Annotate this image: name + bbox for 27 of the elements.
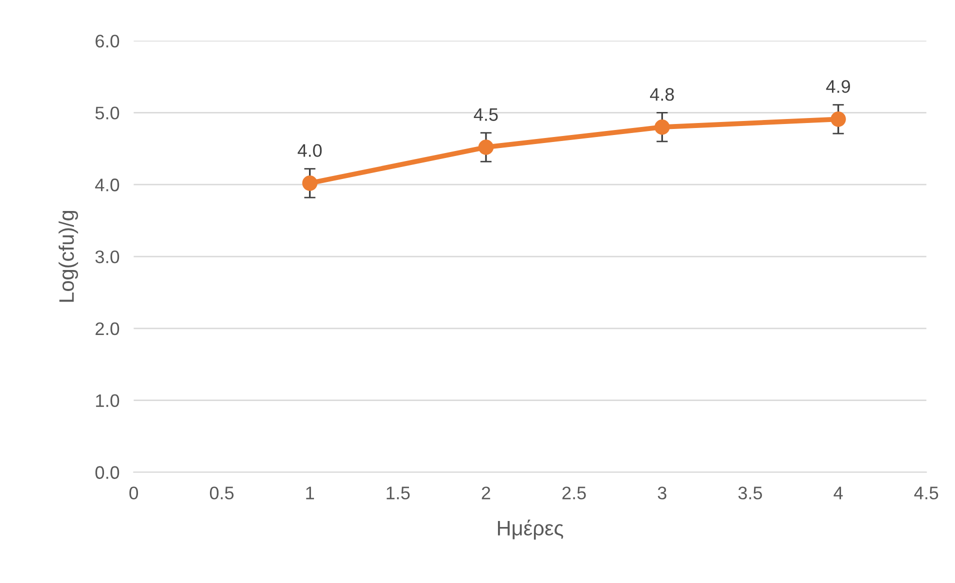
x-tick-label: 1.5 xyxy=(386,486,410,500)
x-tick-label: 4.5 xyxy=(914,486,938,500)
y-tick-label: 3.0 xyxy=(95,250,120,264)
x-axis-title: Ημέρες xyxy=(498,520,564,540)
y-tick-label: 2.0 xyxy=(96,322,120,336)
data-label: 4.5 xyxy=(474,108,498,121)
point xyxy=(302,176,318,191)
x-tick-label: 1 xyxy=(306,486,314,500)
y-tick-label: 1.0 xyxy=(96,394,120,408)
data-label: 4.8 xyxy=(650,88,674,101)
y-tick-label: 4.0 xyxy=(95,178,120,192)
point xyxy=(478,140,494,155)
y-tick-label: 0.0 xyxy=(95,466,120,479)
x-tick-label: 0 xyxy=(129,486,138,500)
x-tick-label: 2 xyxy=(482,486,490,500)
point xyxy=(830,112,846,127)
point xyxy=(654,119,670,135)
data-label: 4.9 xyxy=(826,80,850,93)
data-label: 4.0 xyxy=(298,144,322,157)
x-tick-label: 3.5 xyxy=(738,486,762,500)
x-tick-label: 4 xyxy=(834,486,843,500)
x-tick-label: 3 xyxy=(658,486,666,500)
y-axis-title: Log(cfu)/g xyxy=(58,210,78,302)
x-tick-label: 2.5 xyxy=(562,486,586,500)
x-tick-label: 0.5 xyxy=(210,486,234,500)
y-tick-label: 5.0 xyxy=(95,106,120,120)
y-tick-label: 6.0 xyxy=(96,34,120,48)
